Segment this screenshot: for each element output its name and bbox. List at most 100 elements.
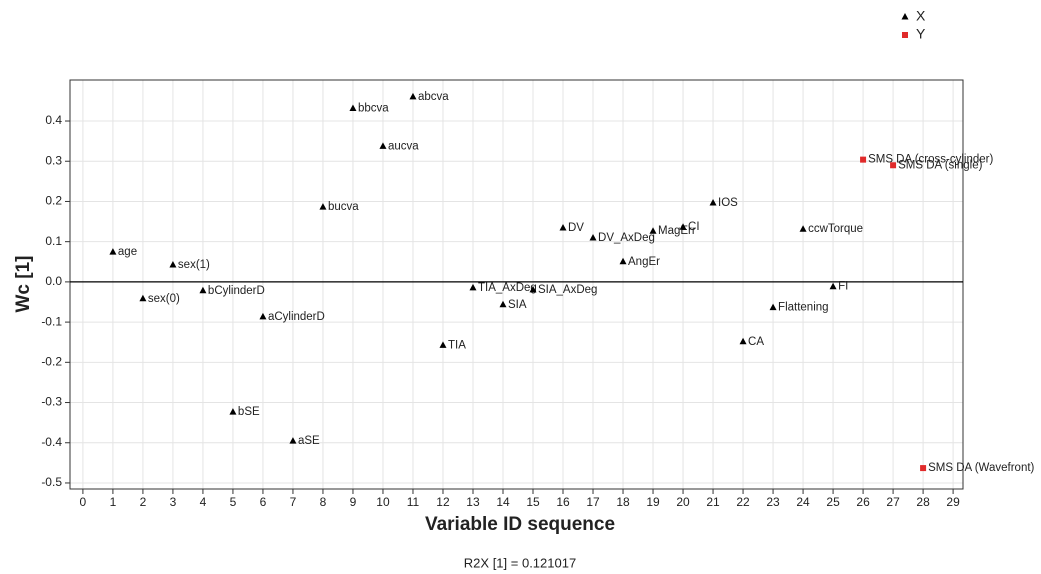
point-label: aSE: [298, 435, 320, 447]
point: [799, 225, 807, 232]
point: [319, 203, 327, 210]
point: [860, 156, 867, 163]
point-label: SMS DA (single): [898, 159, 983, 171]
point: [139, 294, 147, 302]
x-tick-label: 23: [766, 495, 780, 509]
point: [499, 300, 507, 308]
point: [409, 92, 417, 100]
point-label: aCylinderD: [268, 311, 325, 323]
y-tick-label: 0.4: [45, 113, 62, 127]
x-tick-label: 14: [496, 495, 510, 509]
x-tick-label: 29: [946, 495, 960, 509]
point: [619, 257, 627, 265]
point-label: MagErr: [658, 225, 696, 237]
legend-label: X: [916, 8, 926, 24]
point: [169, 260, 177, 268]
point-label: SIA_AxDeg: [538, 284, 597, 296]
x-tick-label: 28: [916, 495, 930, 509]
point-label: bbcva: [358, 103, 389, 115]
x-tick-label: 7: [290, 495, 297, 509]
x-tick-label: 21: [706, 495, 720, 509]
point: [829, 282, 837, 290]
point: [229, 408, 237, 415]
x-tick-label: 20: [676, 495, 690, 509]
y-tick-label: 0.2: [45, 194, 62, 208]
x-tick-label: 2: [140, 495, 147, 509]
point-label: TIA: [448, 339, 466, 351]
y-tick-label: -0.5: [41, 475, 62, 489]
point-label: bucva: [328, 201, 359, 213]
x-tick-label: 18: [616, 495, 630, 509]
point-label: IOS: [718, 197, 738, 209]
point-label: Flattening: [778, 302, 829, 314]
x-tick-label: 15: [526, 495, 540, 509]
point: [259, 312, 267, 320]
y-tick-label: 0.1: [45, 234, 62, 248]
x-tick-label: 1: [110, 495, 117, 509]
legend-marker: [901, 13, 909, 20]
point-label: ccwTorque: [808, 223, 863, 235]
x-tick-label: 16: [556, 495, 570, 509]
plot-frame: [69, 79, 964, 490]
x-tick-label: 27: [886, 495, 900, 509]
y-tick-label: 0.0: [45, 274, 62, 288]
point-label: FI: [838, 281, 848, 293]
y-tick-label: -0.3: [41, 395, 62, 409]
point: [349, 104, 357, 112]
point-label: SMS DA (cross-cylinder): [868, 154, 993, 166]
point-label: sex(1): [178, 259, 210, 271]
point-label: abcva: [418, 91, 449, 103]
point-label: AngEr: [628, 256, 660, 268]
point-label: DV_AxDeg: [598, 232, 655, 244]
point-label: SMS DA (Wavefront): [928, 462, 1034, 474]
y-tick-label: -0.1: [41, 314, 62, 328]
point: [109, 248, 117, 255]
point: [559, 223, 567, 231]
legend-marker: [902, 32, 908, 38]
point-label: SIA: [508, 299, 527, 311]
x-tick-label: 3: [170, 495, 177, 509]
y-tick-label: 0.3: [45, 153, 62, 167]
point-label: DV: [568, 222, 584, 234]
point: [199, 286, 207, 294]
point: [890, 162, 897, 169]
x-tick-label: 6: [260, 495, 267, 509]
point-label: TIA_AxDeg: [478, 282, 537, 294]
point: [649, 227, 657, 234]
x-axis-title: Variable ID sequence: [425, 514, 615, 535]
point-label: CI: [688, 221, 700, 233]
x-tick-label: 5: [230, 495, 237, 509]
point-label: bCylinderD: [208, 285, 265, 297]
x-tick-label: 11: [407, 495, 420, 509]
point: [739, 337, 747, 345]
point: [469, 283, 477, 291]
x-tick-label: 13: [466, 495, 480, 509]
x-tick-label: 8: [320, 495, 327, 509]
y-tick-label: -0.2: [41, 354, 62, 368]
x-tick-label: 19: [646, 495, 660, 509]
point: [589, 234, 597, 241]
point: [769, 303, 777, 311]
point: [920, 465, 927, 472]
point-label: CA: [748, 336, 764, 348]
x-tick-label: 17: [586, 495, 600, 509]
point-label: bSE: [238, 406, 260, 418]
point: [529, 285, 537, 293]
x-tick-label: 24: [796, 495, 810, 509]
point: [439, 341, 447, 348]
point: [379, 142, 387, 149]
x-tick-label: 25: [826, 495, 840, 509]
y-axis-title: Wc [1]: [13, 256, 34, 313]
x-tick-label: 4: [200, 495, 207, 509]
y-tick-label: -0.4: [41, 435, 62, 449]
footnote: R2X [1] = 0.121017: [464, 555, 576, 570]
x-tick-label: 0: [80, 495, 87, 509]
x-tick-label: 10: [376, 495, 390, 509]
legend-label: Y: [916, 26, 926, 42]
point-label: sex(0): [148, 293, 180, 305]
point: [709, 199, 717, 206]
point-label: aucva: [388, 140, 419, 152]
point: [289, 437, 297, 444]
point: [679, 223, 687, 230]
x-tick-label: 26: [856, 495, 870, 509]
